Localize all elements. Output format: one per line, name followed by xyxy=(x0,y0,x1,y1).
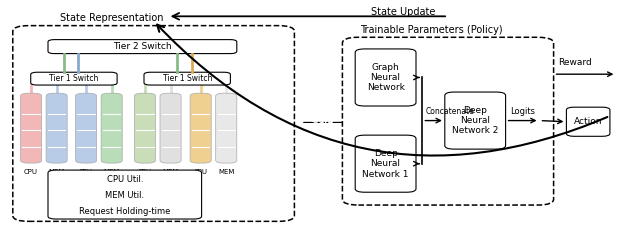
FancyBboxPatch shape xyxy=(48,40,237,54)
FancyBboxPatch shape xyxy=(144,72,230,85)
Text: CPU Util.: CPU Util. xyxy=(106,175,143,184)
Text: State Update: State Update xyxy=(371,7,435,17)
Text: State Representation: State Representation xyxy=(60,13,163,23)
FancyBboxPatch shape xyxy=(355,49,416,106)
FancyBboxPatch shape xyxy=(48,170,202,219)
FancyArrowPatch shape xyxy=(157,25,607,156)
Text: Deep
Neural
Network 2: Deep Neural Network 2 xyxy=(452,106,499,135)
FancyBboxPatch shape xyxy=(20,93,42,163)
Text: MEM: MEM xyxy=(218,169,234,175)
Text: CPU: CPU xyxy=(138,169,152,175)
FancyBboxPatch shape xyxy=(134,93,156,163)
Text: MEM: MEM xyxy=(104,169,120,175)
FancyArrowPatch shape xyxy=(303,122,342,123)
Text: MEM: MEM xyxy=(163,169,179,175)
Text: MEM Util.: MEM Util. xyxy=(105,191,145,200)
Text: Reward: Reward xyxy=(558,58,592,67)
Text: Tier 2 Switch: Tier 2 Switch xyxy=(113,42,172,51)
Text: Action: Action xyxy=(574,117,602,126)
Text: Request Holding-time: Request Holding-time xyxy=(79,207,170,216)
Text: Graph
Neural
Network: Graph Neural Network xyxy=(367,63,404,92)
FancyBboxPatch shape xyxy=(355,135,416,192)
FancyBboxPatch shape xyxy=(190,93,211,163)
Text: MEM: MEM xyxy=(49,169,65,175)
Text: CPU: CPU xyxy=(79,169,93,175)
FancyBboxPatch shape xyxy=(76,93,97,163)
Text: Deep
Neural
Network 1: Deep Neural Network 1 xyxy=(362,149,409,178)
FancyBboxPatch shape xyxy=(160,93,181,163)
Text: State: State xyxy=(311,118,334,127)
FancyBboxPatch shape xyxy=(566,107,610,136)
Text: CPU: CPU xyxy=(194,169,207,175)
Text: CPU: CPU xyxy=(24,169,38,175)
Text: Trainable Parameters (Policy): Trainable Parameters (Policy) xyxy=(360,25,502,35)
Text: Logits: Logits xyxy=(510,107,535,116)
FancyBboxPatch shape xyxy=(46,93,67,163)
FancyBboxPatch shape xyxy=(31,72,117,85)
FancyBboxPatch shape xyxy=(216,93,237,163)
Text: Tier 1 Switch: Tier 1 Switch xyxy=(163,74,212,83)
Text: Concatenate: Concatenate xyxy=(426,107,474,116)
Text: Tier 1 Switch: Tier 1 Switch xyxy=(49,74,99,83)
FancyBboxPatch shape xyxy=(445,92,506,149)
FancyBboxPatch shape xyxy=(101,93,122,163)
